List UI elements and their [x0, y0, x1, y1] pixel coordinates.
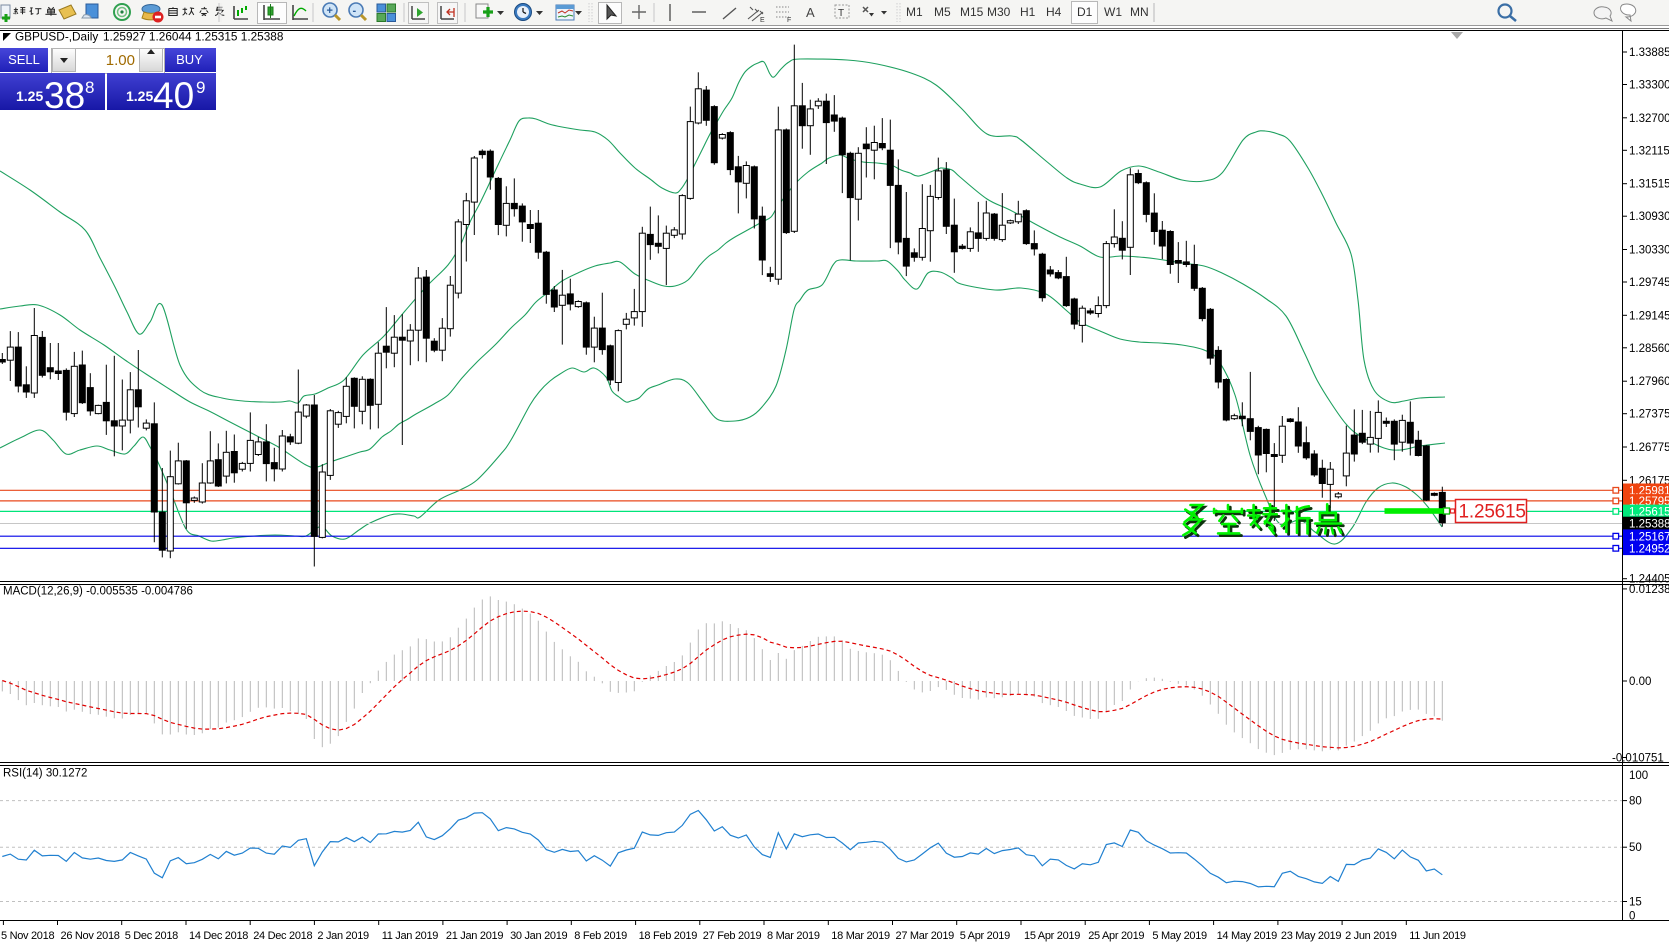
svg-text:23 May 2019: 23 May 2019 — [1281, 930, 1341, 942]
svg-text:18 Feb 2019: 18 Feb 2019 — [639, 930, 698, 942]
svg-text:21 Jan 2019: 21 Jan 2019 — [446, 930, 503, 942]
svg-text:RSI(14) 30.1272: RSI(14) 30.1272 — [3, 768, 87, 780]
svg-text:5 Apr 2019: 5 Apr 2019 — [960, 930, 1010, 942]
svg-text:25 Apr 2019: 25 Apr 2019 — [1088, 930, 1144, 942]
svg-text:E: E — [760, 17, 765, 24]
svg-text:1.26775: 1.26775 — [1629, 442, 1669, 454]
svg-text:1.27960: 1.27960 — [1629, 376, 1669, 388]
svg-text:-: - — [353, 5, 357, 17]
svg-text:30 Jan 2019: 30 Jan 2019 — [510, 930, 567, 942]
svg-text:1.25388: 1.25388 — [1629, 519, 1669, 531]
svg-text:14 May 2019: 14 May 2019 — [1217, 930, 1277, 942]
svg-text:1.32115: 1.32115 — [1629, 145, 1669, 157]
svg-text:15 Apr 2019: 15 Apr 2019 — [1024, 930, 1080, 942]
svg-text:1.25615: 1.25615 — [1629, 507, 1669, 519]
svg-text:24 Dec 2018: 24 Dec 2018 — [253, 930, 312, 942]
svg-text:+: + — [327, 5, 333, 17]
svg-text:1.32700: 1.32700 — [1629, 113, 1669, 125]
svg-text:T: T — [838, 8, 844, 19]
svg-text:100: 100 — [1629, 770, 1648, 782]
svg-text:1.24405: 1.24405 — [1629, 574, 1669, 586]
svg-text:5 May 2019: 5 May 2019 — [1152, 930, 1207, 942]
svg-text:50: 50 — [1629, 842, 1642, 854]
svg-text:0.01238: 0.01238 — [1629, 584, 1669, 596]
svg-text:1.25615: 1.25615 — [1459, 502, 1526, 523]
svg-text:27 Feb 2019: 27 Feb 2019 — [703, 930, 762, 942]
svg-text:27 Mar 2019: 27 Mar 2019 — [896, 930, 955, 942]
svg-text:1.33885: 1.33885 — [1629, 47, 1669, 59]
svg-text:2 Jan 2019: 2 Jan 2019 — [317, 930, 369, 942]
svg-text:80: 80 — [1629, 796, 1642, 808]
svg-text:1.30930: 1.30930 — [1629, 211, 1669, 223]
svg-text:GBPUSD-,Daily: GBPUSD-,Daily — [15, 30, 98, 44]
svg-text:26 Nov 2018: 26 Nov 2018 — [61, 930, 120, 942]
svg-text:15: 15 — [1629, 897, 1642, 909]
svg-text:11 Jan 2019: 11 Jan 2019 — [382, 930, 439, 942]
svg-text:A: A — [806, 5, 815, 20]
svg-text:1.29745: 1.29745 — [1629, 277, 1669, 289]
svg-text:8 Mar 2019: 8 Mar 2019 — [767, 930, 820, 942]
svg-text:1.30330: 1.30330 — [1629, 245, 1669, 257]
svg-text:1.25927 1.26044 1.25315 1.2538: 1.25927 1.26044 1.25315 1.25388 — [103, 30, 284, 44]
svg-text:1.29145: 1.29145 — [1629, 310, 1669, 322]
svg-text:2 Jun 2019: 2 Jun 2019 — [1345, 930, 1397, 942]
svg-text:0: 0 — [1629, 911, 1635, 923]
svg-text:MACD(12,26,9) -0.005535 -0.004: MACD(12,26,9) -0.005535 -0.004786 — [3, 586, 193, 598]
svg-text:1.33300: 1.33300 — [1629, 80, 1669, 92]
svg-text:11 Jun 2019: 11 Jun 2019 — [1409, 930, 1466, 942]
svg-text:14 Dec 2018: 14 Dec 2018 — [189, 930, 248, 942]
svg-text:1.31515: 1.31515 — [1629, 179, 1669, 191]
svg-text:1.27375: 1.27375 — [1629, 409, 1669, 421]
svg-text:5 Dec 2018: 5 Dec 2018 — [125, 930, 178, 942]
svg-text:8 Feb 2019: 8 Feb 2019 — [574, 930, 627, 942]
svg-text:0.00: 0.00 — [1629, 676, 1651, 688]
svg-text:5 Nov 2018: 5 Nov 2018 — [1, 930, 54, 942]
svg-text:F: F — [787, 17, 791, 24]
svg-text:1.28560: 1.28560 — [1629, 343, 1669, 355]
svg-text:-0.010751: -0.010751 — [1612, 753, 1664, 765]
svg-text:18 Mar 2019: 18 Mar 2019 — [831, 930, 890, 942]
svg-text:1.24952: 1.24952 — [1629, 544, 1669, 556]
svg-text:1.25167: 1.25167 — [1629, 531, 1669, 543]
